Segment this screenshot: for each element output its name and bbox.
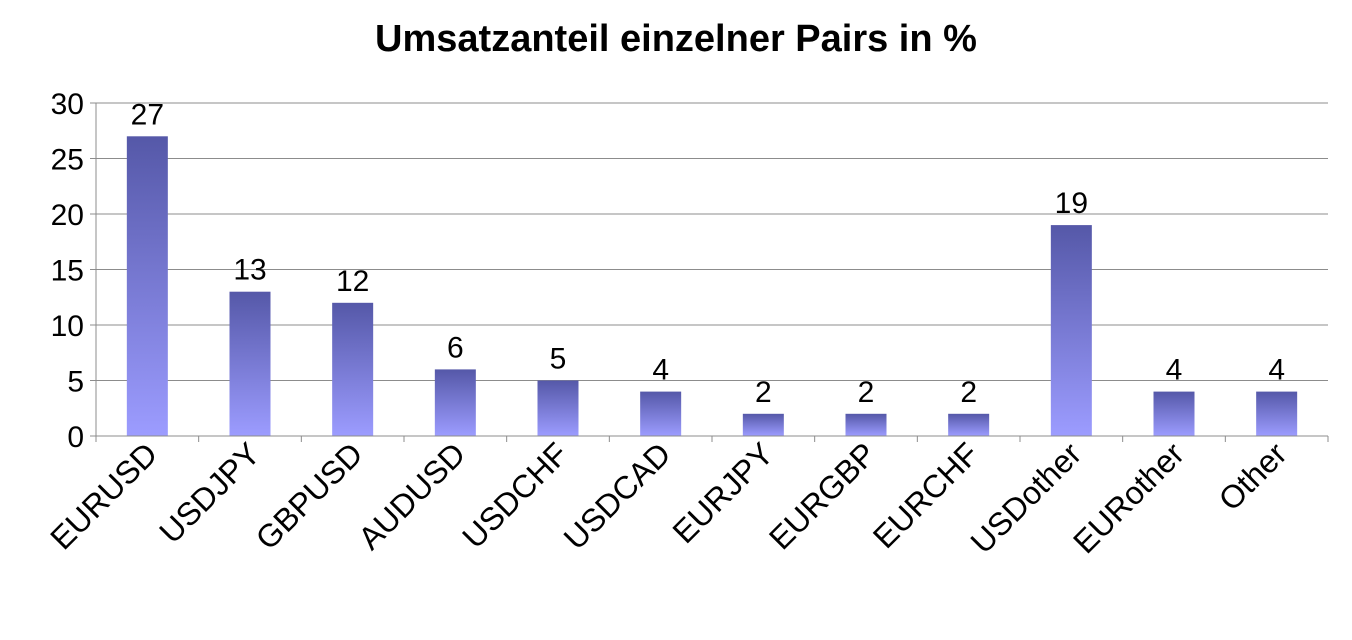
bar: [1153, 391, 1195, 436]
x-tick-label: Other: [1212, 435, 1294, 517]
data-label: 4: [1166, 354, 1183, 387]
y-tick-label: 20: [51, 199, 84, 232]
bar: [1256, 391, 1298, 436]
chart-title: Umsatzanteil einzelner Pairs in %: [375, 18, 977, 60]
bar: [434, 369, 476, 436]
data-label: 4: [1268, 354, 1285, 387]
bar: [948, 413, 990, 436]
data-label: 5: [550, 343, 567, 376]
bar: [332, 302, 374, 436]
x-tick-label: USDCHF: [455, 435, 575, 555]
bar: [229, 291, 271, 436]
x-tick-label: GBPUSD: [249, 435, 370, 556]
data-label: 2: [755, 376, 772, 409]
bar: [1050, 225, 1092, 436]
y-tick-label: 25: [51, 144, 84, 177]
data-label: 6: [447, 331, 464, 364]
data-label: 2: [858, 376, 875, 409]
x-tick-label: USDother: [963, 435, 1088, 560]
data-label: 4: [652, 354, 669, 387]
bar: [845, 413, 887, 436]
bar: [537, 380, 579, 436]
data-label: 2: [960, 376, 977, 409]
data-label: 19: [1055, 187, 1088, 220]
y-tick-label: 15: [51, 255, 84, 288]
x-tick-label: EURGBP: [762, 435, 883, 556]
data-label: 12: [336, 265, 369, 298]
x-tick-label: USDCAD: [557, 435, 678, 556]
data-label: 13: [233, 254, 266, 287]
y-tick-label: 10: [51, 310, 84, 343]
x-tick-label: AUDUSD: [351, 435, 472, 556]
y-tick-label: 0: [67, 421, 84, 454]
y-tick-label: 5: [67, 366, 84, 399]
data-label: 27: [131, 98, 164, 131]
y-tick-label: 30: [51, 88, 84, 121]
bar: [640, 391, 682, 436]
x-tick-label: EURUSD: [43, 435, 164, 556]
bar: [742, 413, 784, 436]
x-tick-label: EURother: [1066, 435, 1191, 560]
bar: [126, 136, 168, 437]
